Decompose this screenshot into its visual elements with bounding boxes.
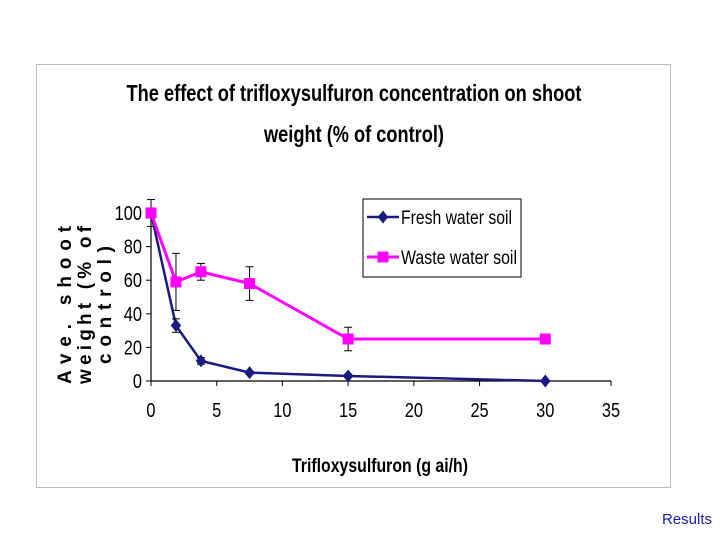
chart-title-line-1: The effect of trifloxysulfuron concentra… <box>127 80 582 106</box>
chart-frame: The effect of trifloxysulfuron concentra… <box>36 64 671 488</box>
data-point <box>170 276 182 288</box>
y-tick-label: 20 <box>124 336 142 359</box>
y-axis-title-line-1: Ave. shoot <box>55 225 76 384</box>
series-line <box>149 212 546 341</box>
data-point <box>342 333 354 345</box>
x-tick-label: 0 <box>146 398 155 421</box>
results-link[interactable]: Results <box>661 511 712 528</box>
x-tick-label: 35 <box>602 398 620 421</box>
legend-entry: Fresh water soil <box>367 208 512 229</box>
y-tick-label: 0 <box>133 369 142 392</box>
legend-label: Waste water soil <box>401 248 517 269</box>
y-tick-label: 40 <box>124 302 142 325</box>
data-point <box>342 369 354 383</box>
data-point <box>145 207 157 219</box>
y-axis-title-line-2: weight (% of <box>75 225 96 385</box>
legend-marker <box>377 251 389 263</box>
y-tick-label: 80 <box>124 235 142 258</box>
y-tick-label: 100 <box>115 201 142 224</box>
data-point <box>244 366 255 380</box>
legend-label: Fresh water soil <box>401 208 512 229</box>
data-point <box>244 278 256 290</box>
x-tick-label: 30 <box>536 398 554 421</box>
y-axis-title: Ave. shoot weight (% of control) <box>55 225 116 385</box>
series-waste-water-soil <box>145 207 551 352</box>
chart: The effect of trifloxysulfuron concentra… <box>55 80 620 477</box>
x-tick-label: 10 <box>273 398 291 421</box>
x-tick-label: 20 <box>405 398 423 421</box>
ticks: 0 20 40 60 80 100 0 5 10 15 20 25 30 35 <box>115 201 620 421</box>
legend: Fresh water soil Waste water soil <box>362 198 522 278</box>
x-tick-label: 5 <box>212 398 221 421</box>
x-tick-label: 15 <box>339 398 357 421</box>
data-point <box>540 374 551 388</box>
data-point <box>170 319 182 333</box>
data-point <box>195 266 207 278</box>
data-point <box>195 354 207 368</box>
y-axis-title-line-3: control) <box>95 246 116 364</box>
legend-entry: Waste water soil <box>367 248 517 269</box>
y-tick-label: 60 <box>124 269 142 292</box>
legend-marker <box>377 210 389 224</box>
x-tick-label: 25 <box>470 398 488 421</box>
data-point <box>539 333 551 345</box>
legend-box <box>362 198 522 278</box>
series-line <box>149 212 546 383</box>
chart-title-line-2: weight (% of control) <box>263 121 444 147</box>
x-axis-title: Trifloxysulfuron (g ai/h) <box>292 456 468 477</box>
